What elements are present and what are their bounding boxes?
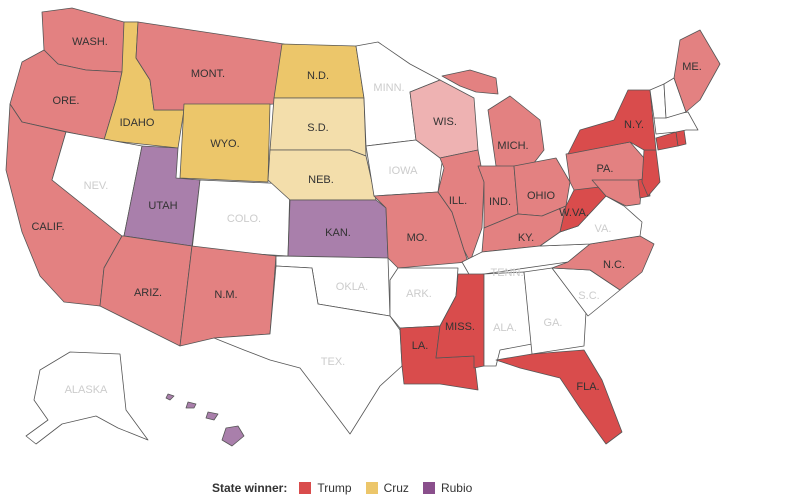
state-ne[interactable] [267,149,377,201]
state-nj[interactable] [641,149,661,197]
state-oh[interactable] [513,157,571,217]
state-ri[interactable] [675,129,687,147]
legend-label-cruz: Cruz [383,481,409,495]
legend-item-rubio: Rubio [422,481,473,495]
state-shapes [5,7,721,447]
state-hi-kauai[interactable] [165,393,175,401]
state-mi[interactable] [487,95,545,169]
legend-item-cruz: Cruz [365,481,409,495]
state-ks[interactable] [287,199,389,259]
state-tx[interactable] [213,265,403,435]
state-sd[interactable] [269,97,367,157]
state-hi-big[interactable] [221,425,245,447]
legend-swatch-cruz [365,482,378,494]
state-nm[interactable] [179,245,277,347]
legend: State winner: Trump Cruz Rubio [212,480,486,496]
state-co[interactable] [191,179,291,257]
legend-item-trump: Trump [299,481,352,495]
state-mi-upper[interactable] [441,69,499,95]
state-ak[interactable] [25,351,149,445]
state-wy[interactable] [179,103,271,183]
state-hi-oahu[interactable] [185,401,197,409]
state-fl[interactable] [495,349,623,445]
state-ct[interactable] [655,131,679,151]
state-ia[interactable] [365,139,445,197]
state-hi-maui[interactable] [205,411,219,421]
us-map: WASH. ORE. CALIF. IDAHO NEV. MONT. WYO. … [5,7,721,447]
state-me[interactable] [673,29,721,113]
legend-swatch-trump [299,482,312,494]
state-ga[interactable] [523,267,587,355]
state-az[interactable] [99,235,193,347]
legend-label-rubio: Rubio [440,481,473,495]
legend-label-trump: Trump [317,481,352,495]
legend-swatch-rubio [422,482,435,494]
state-md[interactable] [591,179,643,207]
state-nd[interactable] [273,43,365,99]
state-mt[interactable] [135,21,285,111]
legend-title: State winner: [212,481,288,495]
state-ny[interactable] [567,89,657,155]
state-al[interactable] [483,271,533,367]
